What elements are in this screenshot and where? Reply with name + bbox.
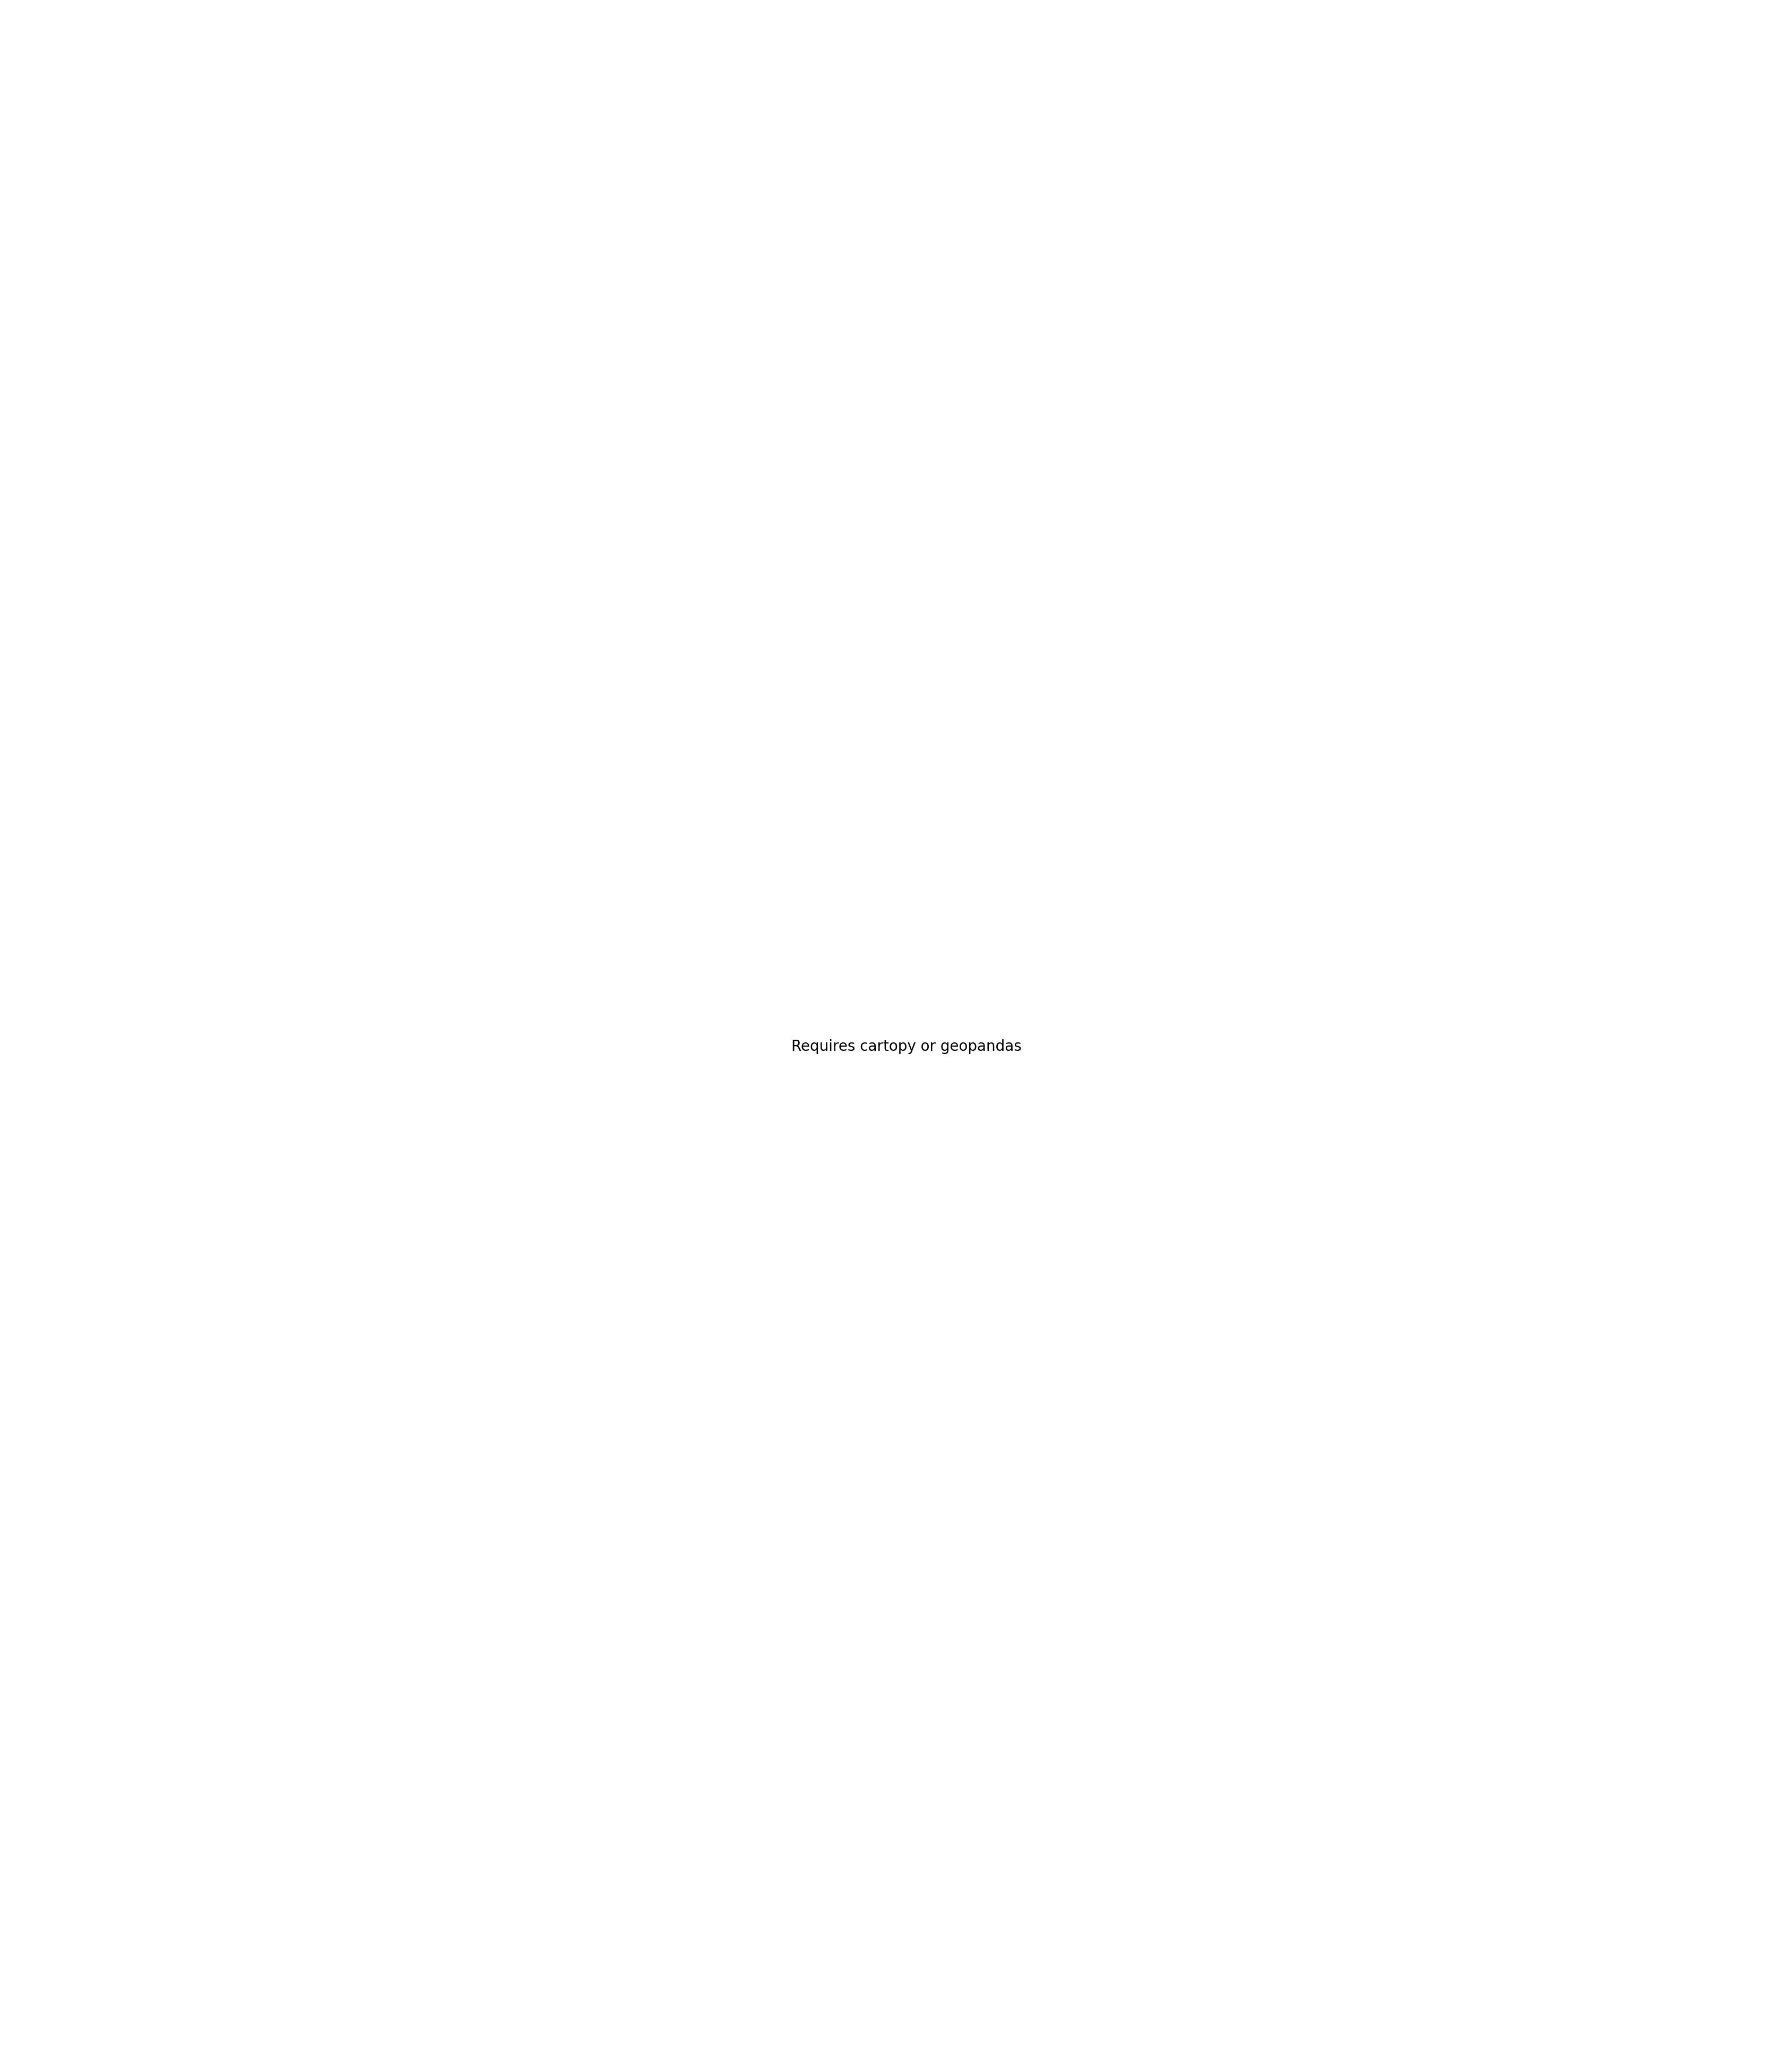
Text: Requires cartopy or geopandas: Requires cartopy or geopandas <box>791 1038 1022 1055</box>
